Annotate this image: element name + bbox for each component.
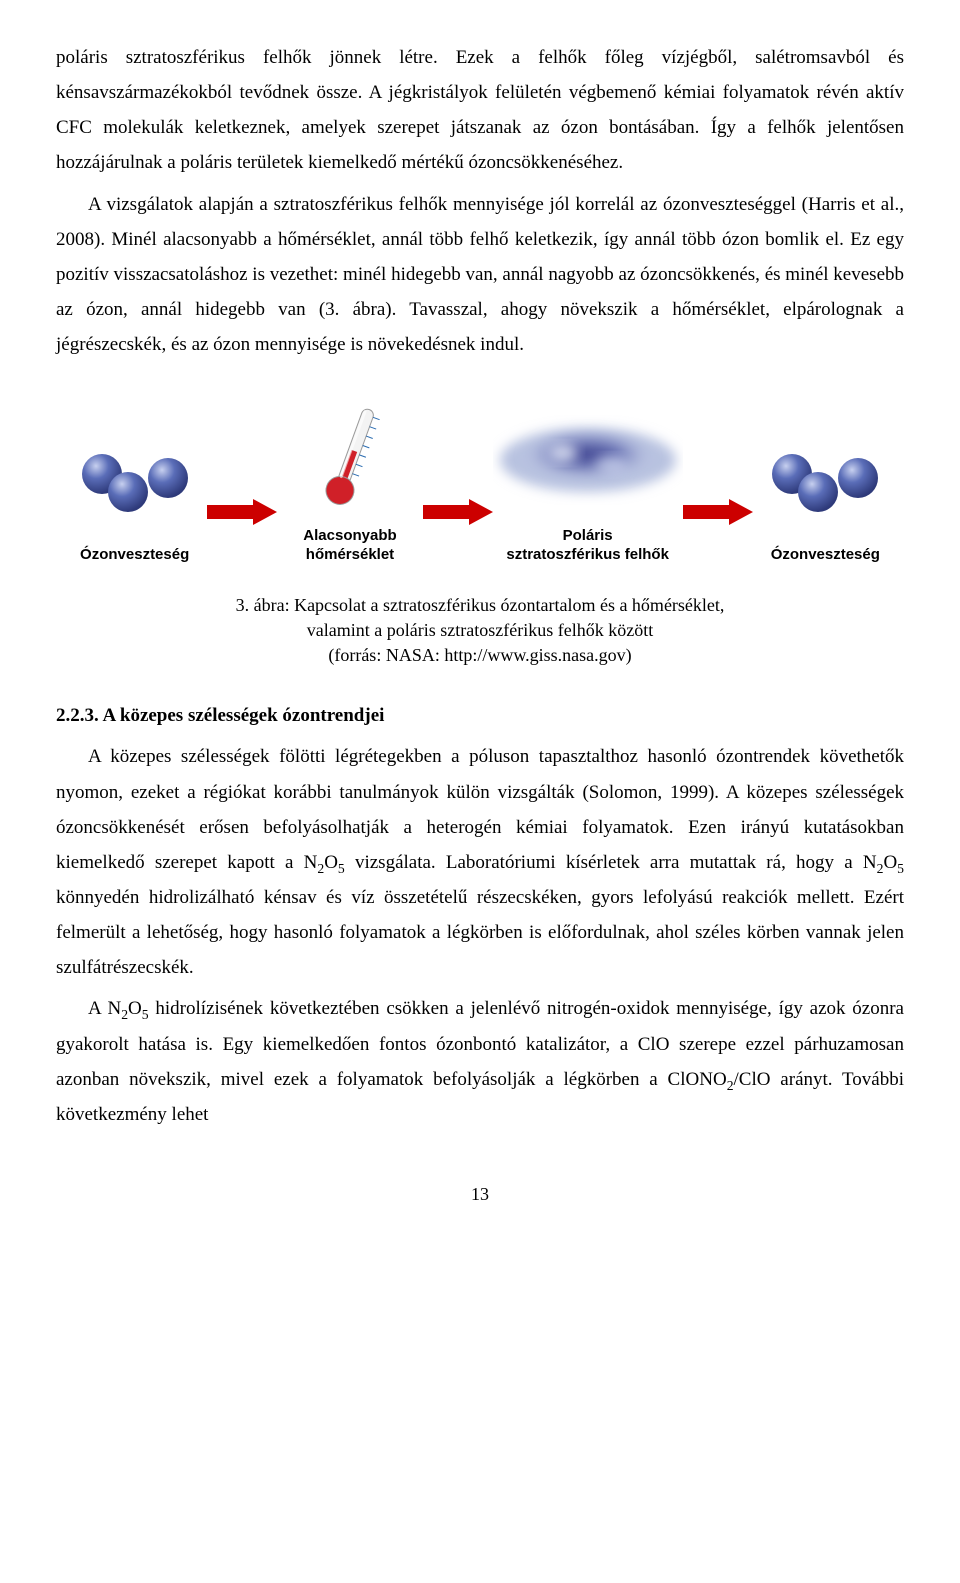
caption-line: 3. ábra: Kapcsolat a sztratoszférikus óz… [236, 595, 725, 615]
figure-label: Ózonveszteség [80, 546, 189, 565]
ozone-split-icon [80, 434, 190, 524]
figure-arrow-icon [207, 499, 277, 565]
figure-col-ozone-loss-right: Ózonveszteség [753, 421, 898, 565]
section-heading: 2.2.3. A közepes szélességek ózontrendje… [56, 698, 904, 733]
paragraph-4: A N2O5 hidrolízisének következtében csök… [56, 991, 904, 1132]
figure-label: Ózonveszteség [771, 546, 880, 565]
figure-col-temperature: Alacsonyabb hőmérséklet [277, 402, 422, 565]
paragraph-3: A közepes szélességek fölötti légrétegek… [56, 739, 904, 985]
ozone-split-icon [770, 434, 880, 524]
figure-col-cloud: Poláris sztratoszférikus felhők [493, 402, 683, 565]
page-number: 13 [56, 1178, 904, 1211]
polar-cloud-icon [493, 415, 683, 505]
caption-line: valamint a poláris sztratoszférikus felh… [307, 620, 653, 640]
figure-caption: 3. ábra: Kapcsolat a sztratoszférikus óz… [136, 593, 824, 669]
figure-col-ozone-loss-left: Ózonveszteség [62, 421, 207, 565]
figure-label: Poláris sztratoszférikus felhők [506, 527, 669, 565]
figure-3: Ózonveszteség [56, 402, 904, 565]
figure-label: Alacsonyabb hőmérséklet [303, 527, 396, 565]
figure-arrow-icon [423, 499, 493, 565]
thermometer-icon [315, 400, 385, 520]
caption-line: (forrás: NASA: http://www.giss.nasa.gov) [328, 645, 631, 665]
paragraph-1: poláris sztratoszférikus felhők jönnek l… [56, 40, 904, 181]
figure-arrow-icon [683, 499, 753, 565]
paragraph-2: A vizsgálatok alapján a sztratoszférikus… [56, 187, 904, 363]
